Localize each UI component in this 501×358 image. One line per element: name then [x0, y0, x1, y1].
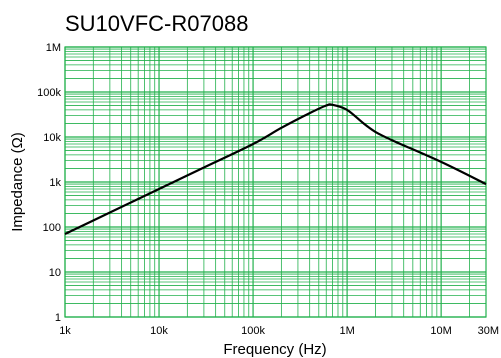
chart-title: SU10VFC-R07088 — [65, 11, 248, 36]
grid-lines — [65, 47, 486, 317]
y-tick-label: 100 — [43, 222, 61, 234]
x-axis-label: Frequency (Hz) — [223, 341, 326, 358]
x-tick-label: 30M — [478, 325, 499, 337]
x-tick-label: 10k — [150, 325, 168, 337]
y-tick-label: 10k — [43, 132, 61, 144]
y-tick-label: 1M — [46, 42, 61, 54]
y-tick-label: 100k — [37, 87, 61, 99]
x-tick-label: 1M — [339, 325, 354, 337]
y-tick-label: 10 — [49, 267, 61, 279]
x-axis-ticks: 1k 10k 100k 1M 10M 30M — [59, 325, 499, 337]
y-tick-label: 1k — [49, 177, 61, 189]
y-axis-ticks: 1 10 100 1k 10k 100k 1M — [37, 42, 61, 324]
x-tick-label: 10M — [430, 325, 451, 337]
x-tick-label: 1k — [59, 325, 71, 337]
x-tick-label: 100k — [241, 325, 265, 337]
y-axis-label: Impedance (Ω) — [9, 132, 26, 232]
y-tick-label: 1 — [55, 312, 61, 324]
